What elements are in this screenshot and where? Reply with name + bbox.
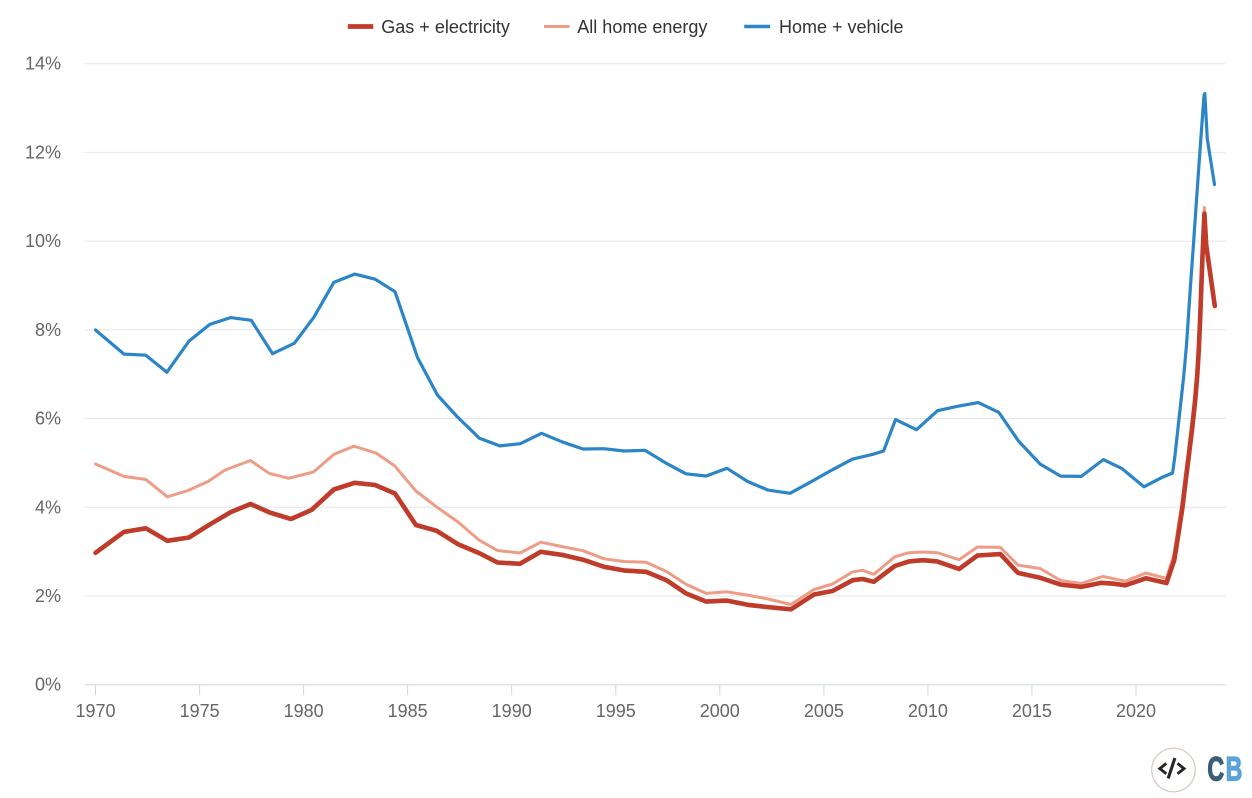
svg-text:1990: 1990 (492, 701, 532, 721)
svg-text:2000: 2000 (700, 701, 740, 721)
svg-text:10%: 10% (25, 231, 61, 251)
svg-text:4%: 4% (35, 497, 61, 517)
svg-text:2010: 2010 (908, 701, 948, 721)
svg-text:0%: 0% (35, 675, 61, 695)
svg-text:All home energy: All home energy (577, 17, 707, 37)
svg-text:14%: 14% (25, 54, 61, 74)
svg-text:1995: 1995 (596, 701, 636, 721)
svg-text:1975: 1975 (180, 701, 220, 721)
svg-text:8%: 8% (35, 320, 61, 340)
svg-text:C: C (1207, 751, 1224, 788)
svg-text:Gas + electricity: Gas + electricity (381, 17, 510, 37)
svg-text:2015: 2015 (1012, 701, 1052, 721)
svg-text:B: B (1226, 751, 1243, 788)
svg-text:2005: 2005 (804, 701, 844, 721)
svg-text:6%: 6% (35, 409, 61, 429)
svg-text:1980: 1980 (284, 701, 324, 721)
svg-text:2%: 2% (35, 586, 61, 606)
svg-text:Home + vehicle: Home + vehicle (779, 17, 904, 37)
svg-text:2020: 2020 (1116, 701, 1156, 721)
svg-text:12%: 12% (25, 142, 61, 162)
svg-text:1970: 1970 (75, 701, 115, 721)
svg-text:1985: 1985 (388, 701, 428, 721)
